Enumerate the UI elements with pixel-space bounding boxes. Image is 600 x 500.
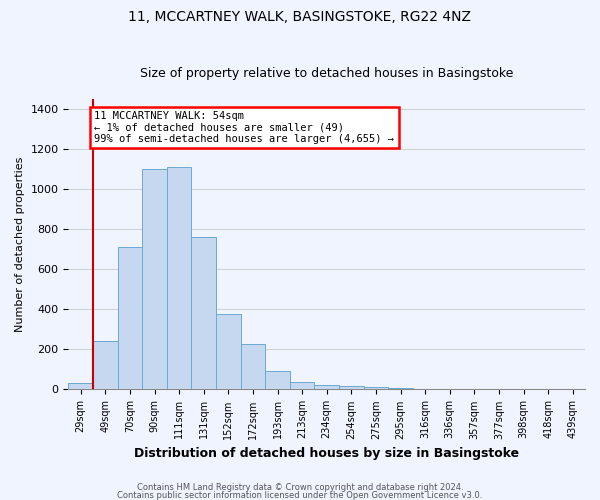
Bar	[216, 314, 241, 390]
Text: 11, MCCARTNEY WALK, BASINGSTOKE, RG22 4NZ: 11, MCCARTNEY WALK, BASINGSTOKE, RG22 4N…	[128, 10, 472, 24]
Text: 11 MCCARTNEY WALK: 54sqm
← 1% of detached houses are smaller (49)
99% of semi-de: 11 MCCARTNEY WALK: 54sqm ← 1% of detache…	[94, 111, 394, 144]
Bar	[388, 388, 413, 390]
Bar	[142, 169, 167, 390]
Bar	[93, 342, 118, 390]
Bar	[339, 386, 364, 390]
Bar	[290, 382, 314, 390]
Bar	[68, 384, 93, 390]
Bar	[241, 344, 265, 390]
Text: Contains HM Land Registry data © Crown copyright and database right 2024.: Contains HM Land Registry data © Crown c…	[137, 483, 463, 492]
Bar	[167, 167, 191, 390]
X-axis label: Distribution of detached houses by size in Basingstoke: Distribution of detached houses by size …	[134, 447, 519, 460]
Title: Size of property relative to detached houses in Basingstoke: Size of property relative to detached ho…	[140, 66, 514, 80]
Bar	[118, 247, 142, 390]
Y-axis label: Number of detached properties: Number of detached properties	[15, 156, 25, 332]
Bar	[191, 237, 216, 390]
Bar	[314, 386, 339, 390]
Text: Contains public sector information licensed under the Open Government Licence v3: Contains public sector information licen…	[118, 490, 482, 500]
Bar	[265, 372, 290, 390]
Bar	[364, 388, 388, 390]
